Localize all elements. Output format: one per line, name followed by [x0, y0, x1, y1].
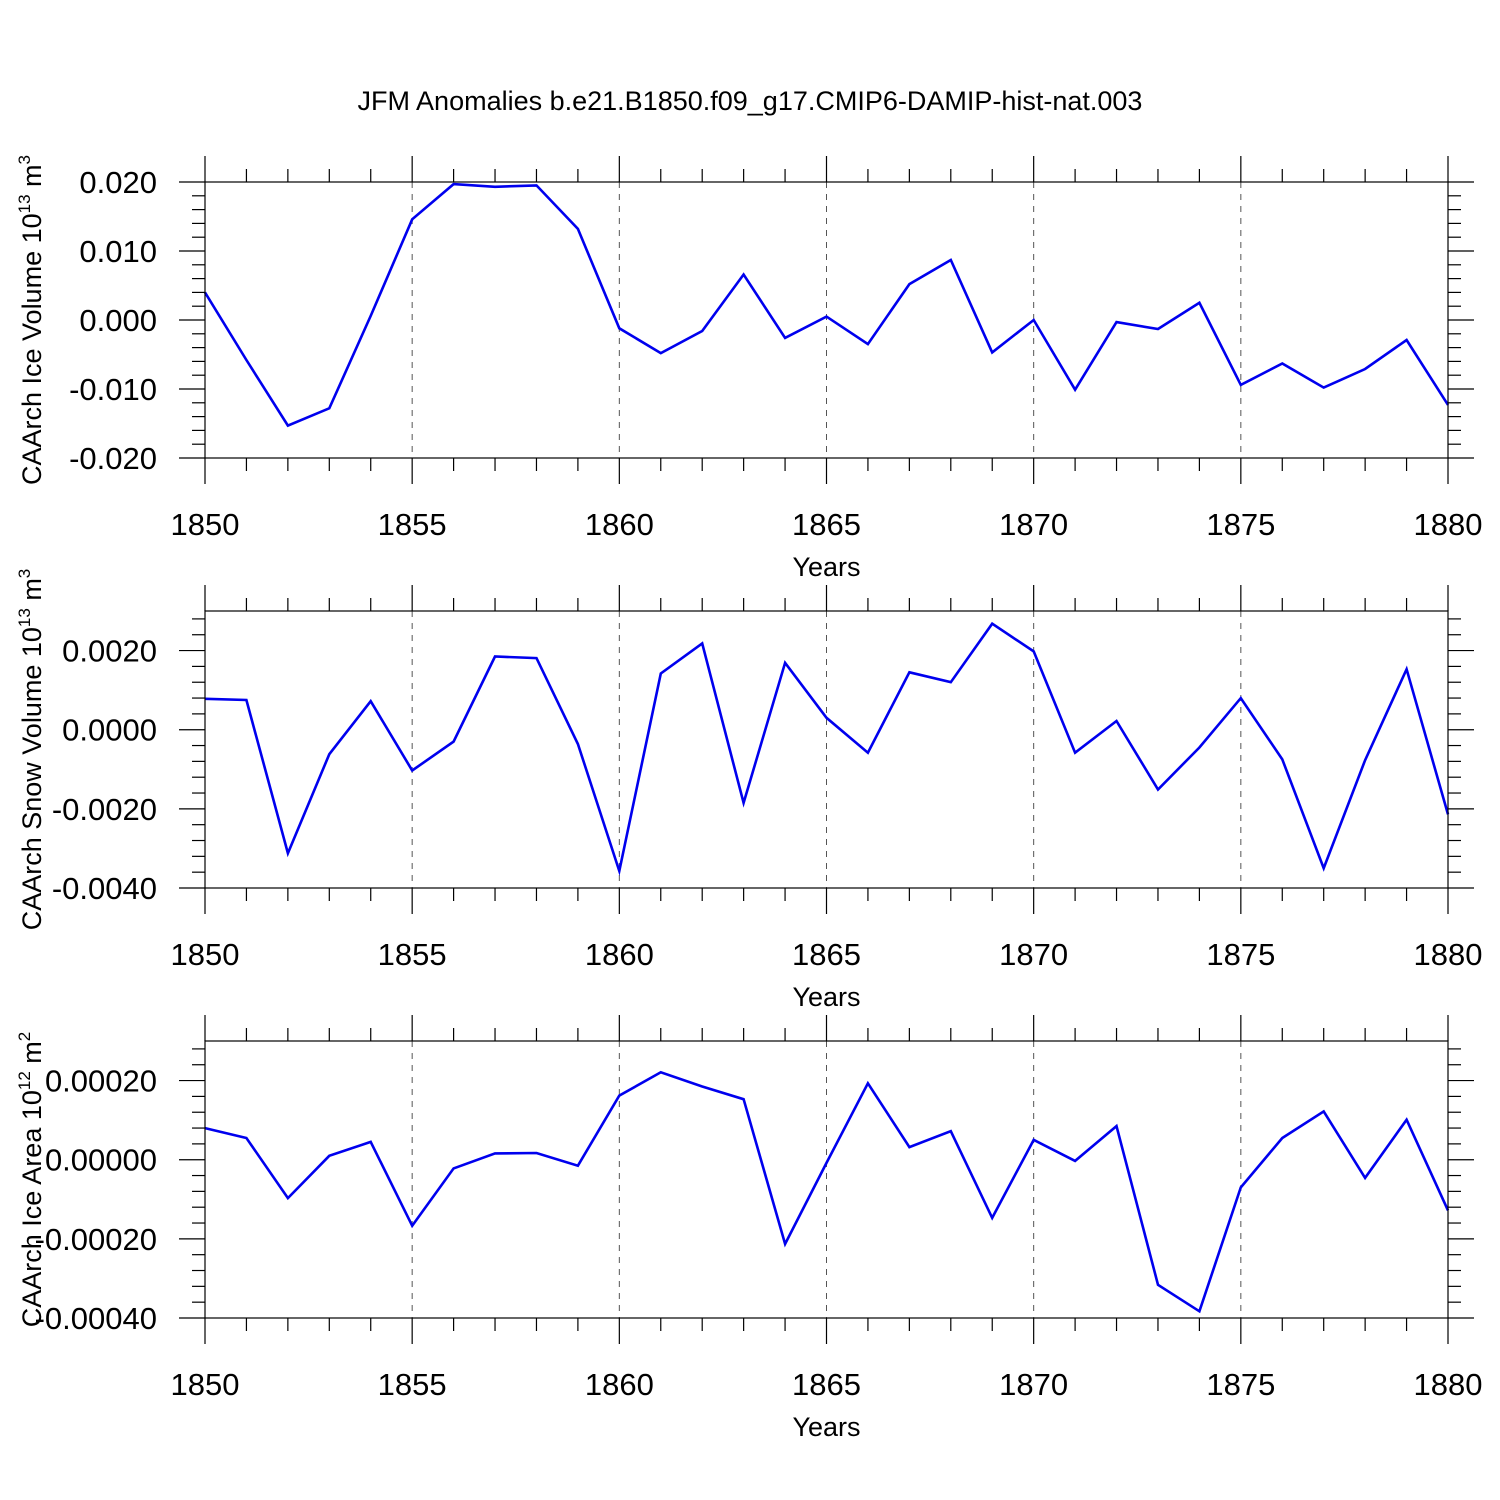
panel-3-y-tick-label: -0.00020 — [35, 1222, 157, 1257]
panel-3-series-line — [204, 1070, 1450, 1314]
panel-2-tick-labels: 1850 1855 1860 1865 1870 1875 1880 -0.0040 -0.00… — [52, 634, 1483, 972]
panel-1-grid — [411, 182, 1242, 458]
panel-3-x-tick-label: 1855 — [378, 1367, 447, 1402]
panel-1-y-tick-label: 0.020 — [79, 165, 157, 200]
panel-1-y-tick-label: 0.010 — [79, 234, 157, 269]
panel-1-ice-volume: 1850 1855 1860 1865 1870 1875 1880 -0.020 -0.010… — [15, 155, 1482, 582]
panel-3-y-axis-label: CAArch Ice Area 1012 m2 — [15, 1032, 47, 1328]
panel-3-x-tick-label: 1875 — [1206, 1367, 1275, 1402]
panel-2-grid — [411, 611, 1242, 888]
panel-1-x-tick-label: 1850 — [171, 507, 240, 542]
panel-3-x-tick-label: 1850 — [171, 1367, 240, 1402]
panel-2-x-tick-label: 1875 — [1206, 937, 1275, 972]
panel-1-y-tick-label: -0.010 — [69, 372, 157, 407]
figure-title: JFM Anomalies b.e21.B1850.f09_g17.CMIP6-… — [358, 86, 1143, 116]
panel-3-y-tick-label: 0.00020 — [45, 1064, 157, 1099]
panel-2-x-tick-label: 1880 — [1414, 937, 1483, 972]
panel-3-tick-labels: 1850 1855 1860 1865 1870 1875 1880 -0.00040 -0.0… — [35, 1064, 1483, 1402]
panel-1-tick-labels: 1850 1855 1860 1865 1870 1875 1880 -0.020 -0.010… — [69, 165, 1482, 542]
panel-2-y-tick-label: -0.0020 — [52, 792, 157, 827]
panel-1-y-tick-label: 0.000 — [79, 303, 157, 338]
panel-2-x-tick-label: 1865 — [792, 937, 861, 972]
panel-2-x-axis-label: Years — [792, 982, 860, 1012]
panel-3-grid — [411, 1041, 1242, 1318]
panel-2-y-tick-label: 0.0020 — [62, 634, 157, 669]
panel-2-x-tick-label: 1850 — [171, 937, 240, 972]
panel-1-x-tick-label: 1860 — [585, 507, 654, 542]
panel-1-y-axis-label: CAArch Ice Volume 1013 m3 — [15, 155, 47, 485]
panel-1-x-tick-label: 1875 — [1206, 507, 1275, 542]
panel-3-x-tick-label: 1865 — [792, 1367, 861, 1402]
panel-2-y-tick-label: 0.0000 — [62, 713, 157, 748]
panel-1-ticks — [179, 156, 1474, 484]
panel-2-x-tick-label: 1855 — [378, 937, 447, 972]
panel-3-ice-area: 1850 1855 1860 1865 1870 1875 1880 -0.00040 -0.0… — [15, 1015, 1482, 1442]
panel-2-x-tick-label: 1870 — [999, 937, 1068, 972]
panel-1-series-line — [203, 182, 1450, 428]
panel-1-x-tick-label: 1865 — [792, 507, 861, 542]
panel-3-x-tick-label: 1870 — [999, 1367, 1068, 1402]
panel-3-y-tick-label: 0.00000 — [45, 1143, 157, 1178]
panel-1-x-axis-label: Years — [792, 552, 860, 582]
panel-2-ticks — [179, 585, 1474, 914]
panel-2-x-tick-label: 1860 — [585, 937, 654, 972]
panel-3-y-tick-label: -0.00040 — [35, 1301, 157, 1336]
panel-1-x-tick-label: 1855 — [378, 507, 447, 542]
panel-2-series-line — [204, 621, 1450, 877]
panel-2-y-tick-label: -0.0040 — [52, 871, 157, 906]
panel-3-x-tick-label: 1860 — [585, 1367, 654, 1402]
panel-3-x-axis-label: Years — [792, 1412, 860, 1442]
panel-1-x-tick-label: 1880 — [1414, 507, 1483, 542]
panel-2-snow-volume: 1850 1855 1860 1865 1870 1875 1880 -0.0040 -0.00… — [15, 569, 1482, 1012]
panel-2-y-axis-label: CAArch Snow Volume 1013 m3 — [15, 569, 47, 931]
panel-3-x-tick-label: 1880 — [1414, 1367, 1483, 1402]
panel-1-x-tick-label: 1870 — [999, 507, 1068, 542]
panel-1-y-tick-label: -0.020 — [69, 441, 157, 476]
panel-3-ticks — [179, 1015, 1474, 1344]
